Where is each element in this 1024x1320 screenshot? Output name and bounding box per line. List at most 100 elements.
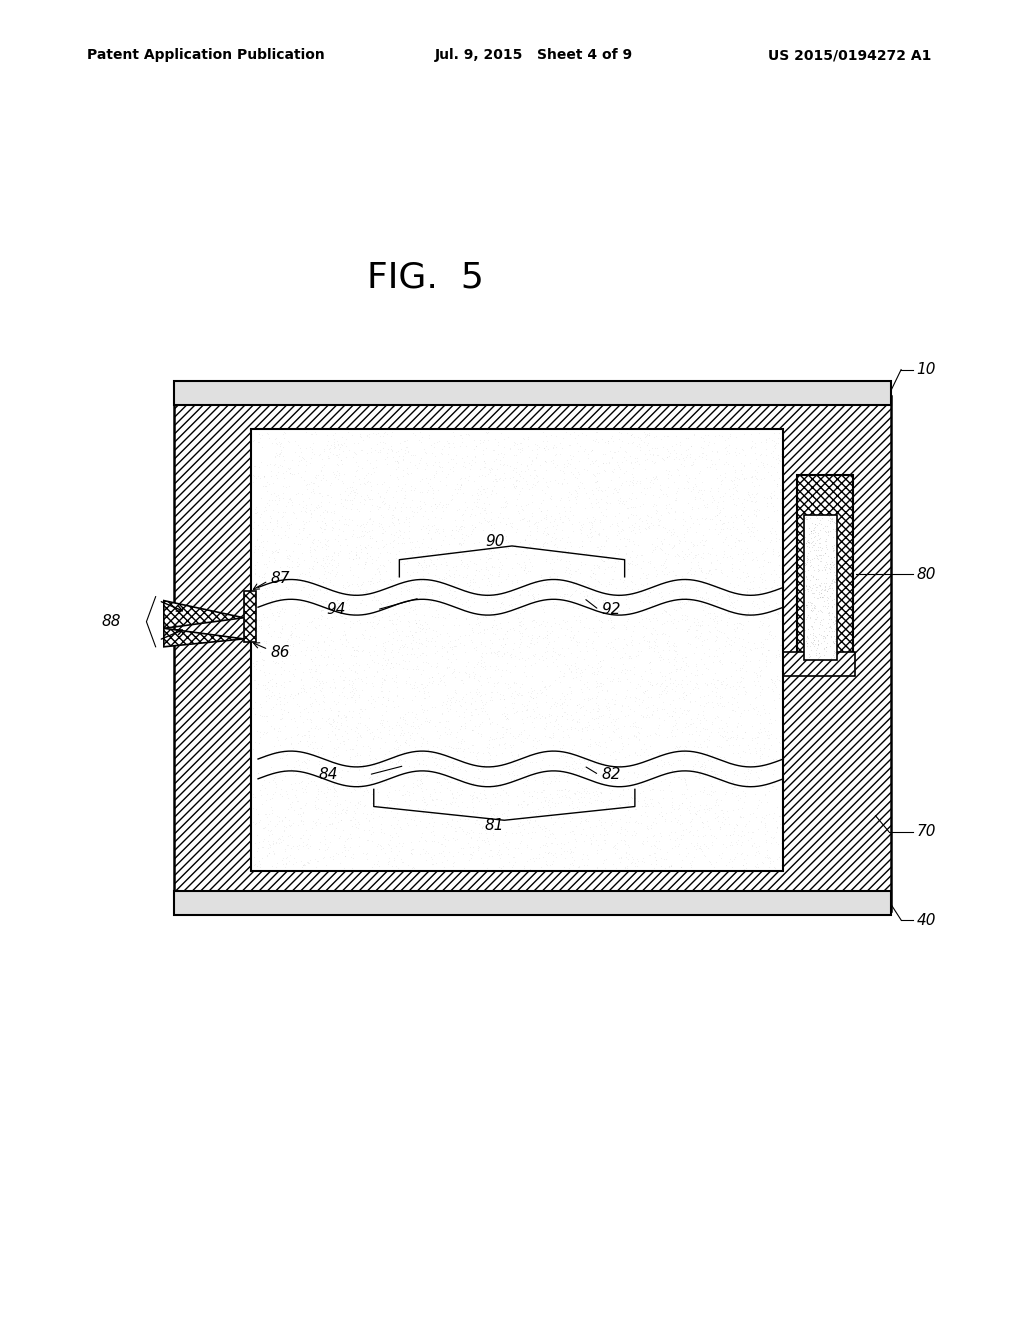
Point bbox=[673, 768, 689, 789]
Point bbox=[514, 440, 530, 461]
Text: 84: 84 bbox=[318, 767, 338, 783]
Point bbox=[436, 758, 453, 779]
Point bbox=[420, 681, 436, 702]
Point bbox=[627, 615, 643, 636]
Point bbox=[519, 770, 536, 791]
Point bbox=[486, 751, 503, 772]
Point bbox=[391, 748, 408, 770]
Point bbox=[411, 453, 427, 474]
Point bbox=[545, 754, 561, 775]
Point bbox=[447, 636, 464, 657]
Point bbox=[471, 776, 487, 797]
Point bbox=[365, 649, 381, 671]
Point bbox=[694, 428, 711, 449]
Point bbox=[719, 673, 735, 694]
Point bbox=[613, 701, 630, 722]
Point bbox=[520, 447, 537, 469]
Point bbox=[264, 760, 281, 781]
Point bbox=[393, 719, 410, 741]
Point bbox=[634, 833, 650, 854]
Point bbox=[377, 767, 393, 788]
Point bbox=[252, 727, 268, 748]
Point bbox=[538, 715, 554, 737]
Point bbox=[694, 446, 711, 467]
Point bbox=[553, 837, 569, 858]
Point bbox=[321, 579, 337, 601]
Point bbox=[408, 659, 424, 680]
Point bbox=[710, 721, 726, 742]
Point bbox=[633, 775, 649, 796]
Point bbox=[573, 729, 590, 750]
Point bbox=[716, 544, 732, 565]
Point bbox=[665, 561, 681, 582]
Point bbox=[665, 678, 681, 700]
Point bbox=[438, 656, 455, 677]
Point bbox=[591, 477, 607, 498]
Point bbox=[550, 573, 566, 594]
Point bbox=[752, 718, 768, 739]
Point bbox=[717, 784, 733, 805]
Point bbox=[269, 541, 286, 562]
Point bbox=[290, 548, 306, 569]
Point bbox=[487, 528, 504, 549]
Point bbox=[546, 434, 562, 455]
Point bbox=[807, 516, 823, 537]
Point bbox=[671, 797, 687, 818]
Point bbox=[484, 539, 501, 560]
Point bbox=[353, 457, 370, 478]
Point bbox=[407, 595, 423, 616]
Point bbox=[275, 659, 292, 680]
Point bbox=[374, 705, 390, 726]
Point bbox=[581, 714, 597, 735]
Point bbox=[644, 812, 660, 833]
Point bbox=[626, 467, 642, 488]
Point bbox=[440, 565, 457, 586]
Point bbox=[559, 610, 575, 631]
Point bbox=[649, 755, 666, 776]
Point bbox=[356, 795, 373, 816]
Point bbox=[628, 546, 644, 568]
Point bbox=[745, 595, 762, 616]
Point bbox=[447, 701, 464, 722]
Point bbox=[584, 496, 600, 517]
Point bbox=[663, 810, 679, 832]
Point bbox=[650, 515, 667, 536]
Point bbox=[359, 535, 376, 556]
Point bbox=[687, 561, 703, 582]
Point bbox=[498, 537, 514, 558]
Point bbox=[506, 748, 522, 770]
Point bbox=[484, 824, 501, 845]
Point bbox=[650, 582, 667, 603]
Point bbox=[683, 541, 699, 562]
Point bbox=[693, 529, 710, 550]
Point bbox=[299, 741, 315, 762]
Point bbox=[812, 599, 828, 620]
Point bbox=[471, 760, 487, 781]
Point bbox=[804, 615, 820, 636]
Point bbox=[404, 599, 421, 620]
Point bbox=[746, 675, 763, 696]
Point bbox=[544, 854, 560, 875]
Point bbox=[389, 751, 406, 772]
Point bbox=[573, 552, 590, 573]
Point bbox=[699, 685, 716, 706]
Point bbox=[414, 780, 430, 801]
Point bbox=[715, 498, 731, 519]
Point bbox=[376, 494, 392, 515]
Point bbox=[341, 738, 357, 759]
Point bbox=[664, 465, 680, 486]
Point bbox=[679, 779, 695, 800]
Point bbox=[628, 725, 644, 746]
Point bbox=[440, 582, 457, 603]
Point bbox=[514, 797, 530, 818]
Point bbox=[335, 473, 351, 494]
Point bbox=[477, 784, 494, 805]
Point bbox=[696, 754, 713, 775]
Point bbox=[617, 536, 634, 557]
Point bbox=[376, 639, 392, 660]
Point bbox=[400, 516, 417, 537]
Point bbox=[446, 692, 463, 713]
Point bbox=[418, 557, 434, 578]
Point bbox=[276, 841, 293, 862]
Point bbox=[406, 561, 422, 582]
